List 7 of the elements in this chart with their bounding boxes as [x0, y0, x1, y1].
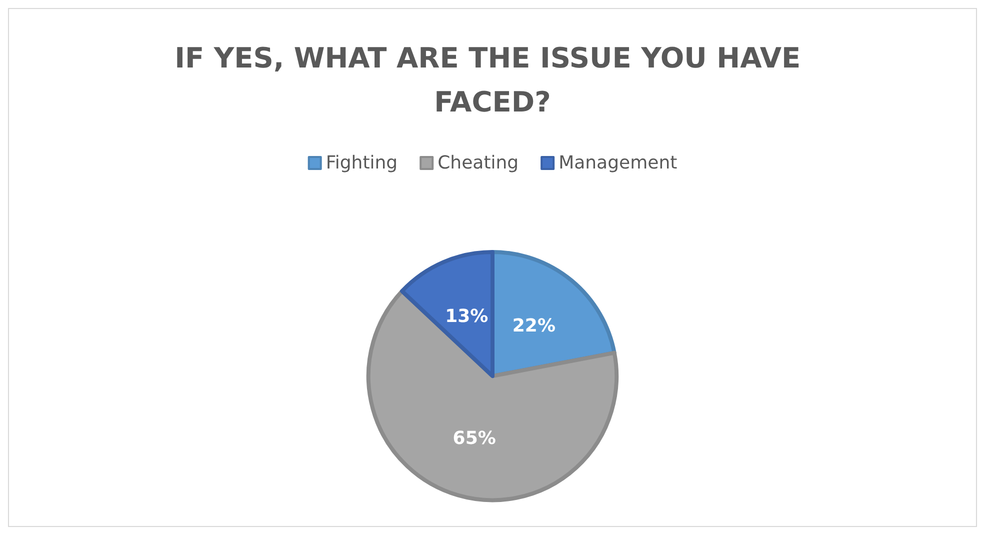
chart-title: IF YES, WHAT ARE THE ISSUE YOU HAVE FACED? [174, 42, 810, 118]
data-label: 65% [452, 428, 496, 450]
data-label: 22% [512, 315, 556, 336]
legend-label: Fighting [326, 152, 398, 174]
legend-label: Cheating [438, 152, 519, 174]
data-label: 13% [445, 306, 488, 327]
legend-label: Management [558, 152, 678, 174]
